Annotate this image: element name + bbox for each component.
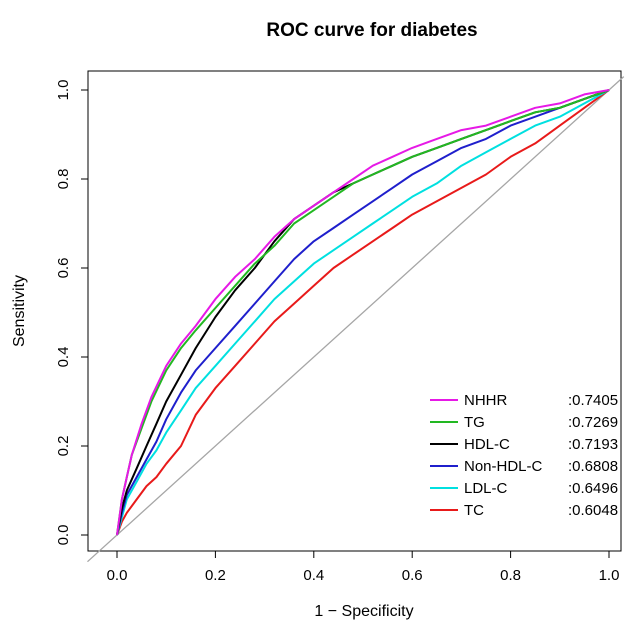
legend-entry: LDL-C :0.6496: [430, 480, 618, 497]
x-tick-label: 0.8: [500, 567, 521, 584]
y-axis: 0.0 0.2 0.4 0.6 0.8 1.0: [55, 80, 89, 546]
roc-line-tg: [116, 89, 610, 536]
legend: NHHR :0.7405 TG :0.7269 HDL-C :0.7193 Non-HDL-…: [430, 392, 618, 519]
x-axis-label: 1 − Specificity: [314, 603, 413, 620]
legend-entry: TC :0.6048: [430, 502, 618, 519]
roc-line-tc: [116, 89, 610, 536]
legend-entry: TG :0.7269: [430, 414, 618, 431]
y-axis-label: Sensitivity: [11, 275, 28, 347]
legend-auc-value: :0.7269: [568, 414, 618, 431]
legend-auc-value: :0.7405: [568, 392, 618, 409]
legend-series-name: HDL-C: [464, 436, 510, 453]
legend-series-name: LDL-C: [464, 480, 508, 497]
x-tick-label: 0.4: [303, 567, 324, 584]
legend-entry: HDL-C :0.7193: [430, 436, 618, 453]
chart-title: ROC curve for diabetes: [266, 20, 477, 41]
x-axis: 0.0 0.2 0.4 0.6 0.8 1.0: [107, 550, 620, 584]
reference-diagonal: [87, 76, 625, 563]
reference-line: [87, 76, 625, 563]
roc-line-non-hdl-c: [116, 89, 610, 536]
y-tick-label: 0.4: [55, 347, 72, 368]
legend-auc-value: :0.6808: [568, 458, 618, 475]
roc-curves: [116, 89, 610, 536]
roc-line-ldl-c: [116, 89, 610, 536]
x-tick-label: 0.0: [107, 567, 128, 584]
legend-series-name: TG: [464, 414, 485, 431]
legend-series-name: TC: [464, 502, 484, 519]
x-tick-label: 1.0: [599, 567, 620, 584]
roc-line-nhhr: [116, 89, 610, 536]
legend-entry: NHHR :0.7405: [430, 392, 618, 409]
x-tick-label: 0.6: [402, 567, 423, 584]
legend-series-name: Non-HDL-C: [464, 458, 543, 475]
plot-area-frame: [87, 70, 622, 552]
legend-auc-value: :0.6048: [568, 502, 618, 519]
y-tick-label: 0.8: [55, 169, 72, 190]
legend-auc-value: :0.6496: [568, 480, 618, 497]
y-tick-label: 0.0: [55, 525, 72, 546]
x-tick-label: 0.2: [205, 567, 226, 584]
legend-entry: Non-HDL-C :0.6808: [430, 458, 618, 475]
legend-auc-value: :0.7193: [568, 436, 618, 453]
y-tick-label: 1.0: [55, 80, 72, 101]
legend-series-name: NHHR: [464, 392, 507, 409]
y-tick-label: 0.6: [55, 258, 72, 279]
y-tick-label: 0.2: [55, 436, 72, 457]
